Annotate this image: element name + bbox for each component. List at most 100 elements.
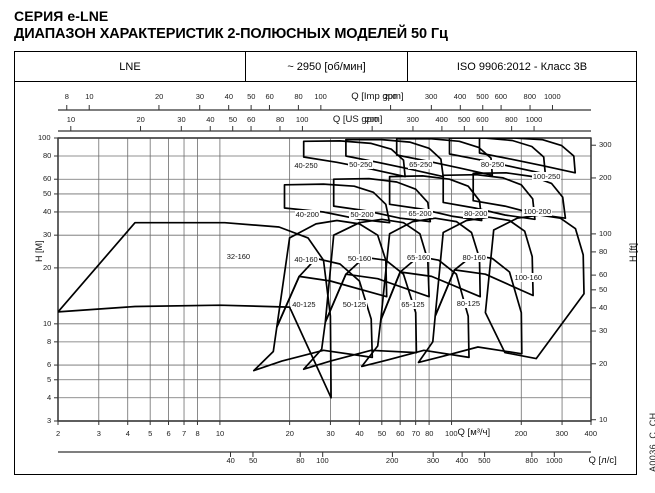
envelope-100-160	[484, 214, 585, 360]
x-tick-m3h-7: 7	[182, 429, 187, 438]
y-left-tick-80: 80	[43, 151, 52, 160]
envelope-100-250	[478, 138, 577, 174]
x-tick-imperialgpm-40: 40	[224, 92, 233, 101]
curve-label-50-250: 50-250	[348, 160, 374, 170]
x-tick-USgpm-200: 200	[365, 115, 379, 124]
curve-label-50-160: 50-160	[346, 254, 373, 264]
x-tick-ls-200: 200	[385, 456, 399, 465]
curve-label-100-160: 100-160	[513, 273, 544, 283]
x-tick-imperialgpm-1000: 1000	[543, 92, 561, 101]
x-tick-imperialgpm-20: 20	[154, 92, 164, 101]
envelope-40-125	[252, 257, 374, 372]
curve-label-40-125: 40-125	[291, 300, 317, 310]
x-tick-USgpm-600: 600	[476, 115, 489, 124]
curve-label-80-250: 80-250	[479, 159, 506, 169]
y-right-tick-10: 10	[599, 414, 608, 424]
curve-label-50-200: 50-200	[349, 210, 375, 220]
x-axis-name-m3h: Q [м³/ч]	[457, 427, 491, 438]
x-tick-m3h-300: 300	[555, 429, 569, 438]
curve-label-100-200: 100-200	[522, 206, 553, 216]
curve-label-65-160: 65-160	[405, 253, 432, 263]
x-tick-imperialgpm-600: 600	[494, 92, 508, 101]
y-right-tick-50: 50	[599, 284, 608, 294]
y-left-tick-100: 100	[38, 133, 51, 142]
x-tick-m3h-4: 4	[125, 429, 130, 438]
y-left-tick-4: 4	[47, 392, 52, 402]
envelope-80-200	[442, 173, 536, 221]
x-tick-imperialgpm-500: 500	[476, 92, 489, 101]
x-tick-m3h-100: 100	[445, 429, 458, 438]
x-tick-m3h-30: 30	[326, 429, 335, 438]
y-left-tick-6: 6	[47, 360, 52, 370]
envelope-32-160	[58, 221, 332, 399]
envelope-50-250	[345, 138, 445, 178]
page-title: СЕРИЯ e-LNE	[14, 8, 109, 24]
y-right-axis-name: H [ft]	[628, 242, 638, 262]
y-right-tick-200: 200	[599, 172, 612, 182]
spec-cell-standard: ISO 9906:2012 - Класс 3B	[456, 60, 588, 73]
x-tick-ls-800: 800	[525, 456, 538, 465]
x-axis-name-USgpm: Q [US gpm]	[332, 114, 383, 125]
curve-label-65-250: 65-250	[408, 160, 434, 170]
x-tick-USgpm-400: 400	[435, 115, 448, 124]
envelope-65-125	[360, 255, 470, 368]
x-tick-m3h-60: 60	[396, 429, 405, 438]
envelope-80-125	[417, 254, 523, 364]
x-tick-imperialgpm-200: 200	[384, 92, 397, 101]
x-tick-USgpm-20: 20	[136, 115, 145, 124]
x-tick-ls-400: 400	[455, 456, 469, 465]
x-tick-m3h-70: 70	[411, 429, 420, 438]
curve-label-65-125: 65-125	[400, 300, 426, 310]
curve-label-40-200: 40-200	[294, 210, 320, 220]
x-tick-m3h-2: 2	[56, 429, 61, 438]
curve-label-80-200: 80-200	[463, 208, 489, 218]
y-left-axis-name: H [M]	[34, 240, 44, 263]
envelope-50-200	[332, 177, 432, 223]
x-tick-USgpm-300: 300	[406, 115, 419, 124]
chart-frame	[14, 51, 637, 475]
curve-label-80-125: 80-125	[455, 298, 482, 308]
x-tick-USgpm-50: 50	[228, 115, 238, 124]
x-tick-imperialgpm-300: 300	[424, 92, 438, 101]
envelope-80-160	[434, 216, 534, 317]
x-tick-imperialgpm-8: 8	[64, 92, 69, 101]
x-tick-m3h-3: 3	[96, 429, 101, 438]
x-tick-ls-80: 80	[296, 456, 305, 465]
x-tick-imperialgpm-50: 50	[247, 92, 256, 101]
y-left-tick-20: 20	[43, 262, 52, 272]
curve-label-40-160: 40-160	[293, 255, 319, 265]
x-tick-imperialgpm-60: 60	[265, 92, 274, 101]
y-right-tick-40: 40	[599, 302, 608, 312]
y-right-tick-300: 300	[599, 140, 612, 150]
y-left-tick-60: 60	[43, 174, 52, 184]
x-tick-m3h-5: 5	[148, 429, 153, 438]
envelope-50-125	[302, 256, 418, 371]
x-tick-ls-500: 500	[478, 456, 491, 465]
x-tick-ls-50: 50	[248, 456, 258, 465]
y-left-tick-5: 5	[47, 374, 52, 384]
x-tick-m3h-200: 200	[514, 429, 528, 438]
x-tick-ls-1000: 1000	[545, 456, 563, 465]
x-tick-m3h-20: 20	[285, 429, 294, 438]
x-tick-ls-40: 40	[226, 456, 235, 465]
envelope-65-250	[395, 138, 494, 177]
x-tick-m3h-8: 8	[195, 429, 200, 438]
x-tick-m3h-80: 80	[425, 429, 434, 438]
x-tick-USgpm-30: 30	[177, 115, 186, 124]
x-tick-USgpm-80: 80	[275, 115, 285, 124]
x-tick-imperialgpm-10: 10	[85, 92, 94, 101]
spec-cell-model: LNE	[15, 52, 246, 81]
x-tick-USgpm-10: 10	[66, 115, 76, 124]
envelope-100-200	[472, 171, 567, 220]
x-tick-imperialgpm-100: 100	[314, 92, 327, 101]
x-axis-name-ls: Q [л/c]	[588, 455, 617, 466]
curve-label-32-160: 32-160	[225, 251, 252, 261]
x-tick-ls-300: 300	[426, 456, 440, 465]
x-tick-m3h-40: 40	[355, 429, 364, 438]
x-tick-USgpm-60: 60	[247, 115, 256, 124]
y-left-tick-30: 30	[43, 230, 52, 240]
envelope-65-160	[379, 217, 482, 321]
x-axis-name-imperialgpm: Q [Imp gpm]	[351, 91, 404, 102]
x-tick-m3h-10: 10	[215, 429, 225, 438]
